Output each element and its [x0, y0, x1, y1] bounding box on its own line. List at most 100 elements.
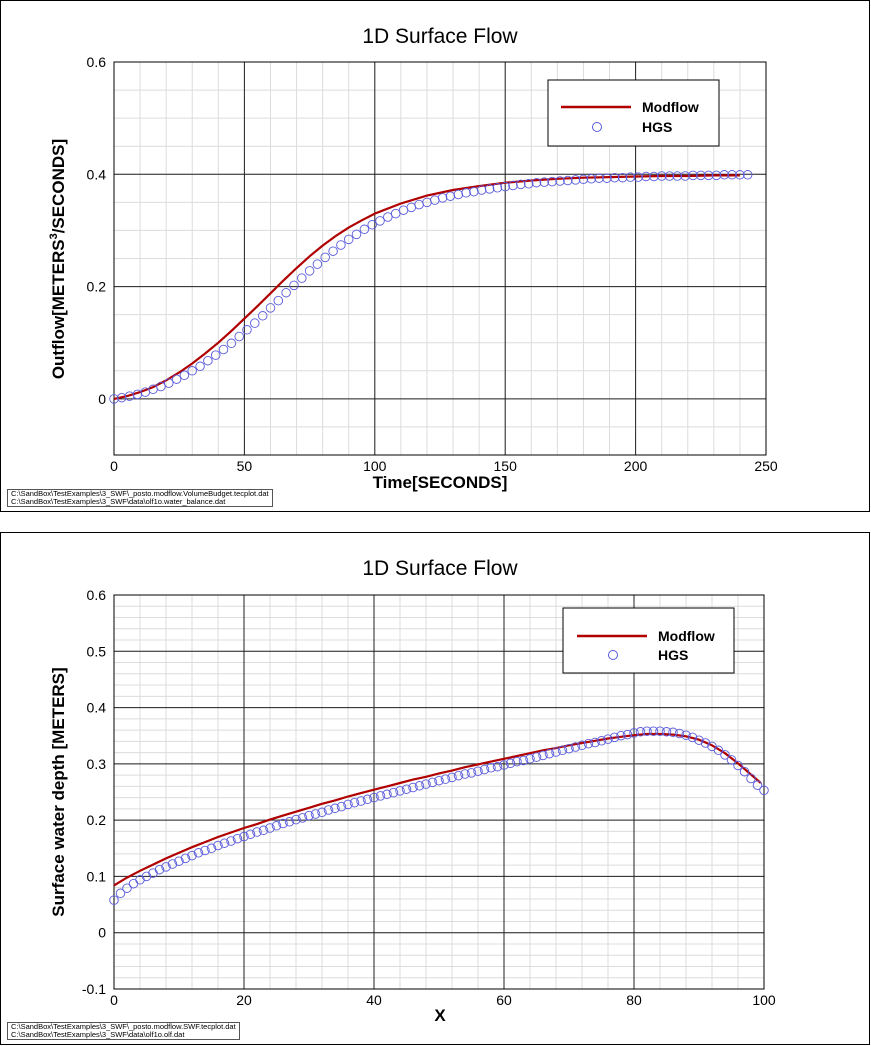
- y-tick-label: 0.4: [87, 166, 107, 182]
- data-point-hgs: [375, 216, 385, 226]
- data-point-hgs: [203, 355, 213, 366]
- plot-frame: [113, 61, 767, 456]
- data-point-hgs: [655, 726, 665, 736]
- x-axis-title: X: [434, 1006, 446, 1025]
- legend-label-modflow: Modflow: [642, 99, 699, 115]
- x-tick-label: 150: [494, 458, 518, 474]
- data-point-hgs: [343, 799, 353, 810]
- data-point-hgs: [210, 350, 221, 360]
- source-file: C:\SandBox\TestExamples\3_SWF\data\olf1o…: [11, 497, 226, 506]
- data-point-hgs: [602, 173, 612, 183]
- data-point-hgs: [473, 766, 483, 776]
- data-point-hgs: [696, 170, 706, 181]
- x-tick-label: 100: [363, 458, 387, 474]
- data-point-hgs: [161, 862, 171, 872]
- source-files-box: C:\SandBox\TestExamples\3_SWF\_posto.mod…: [7, 489, 273, 507]
- x-tick-label: 80: [626, 992, 642, 1008]
- data-point-hgs: [609, 732, 620, 743]
- chart-panel-depth: 0 20 40 60 80 100 -0.1 0 0.1 0.2 0.3 0.4 0.5 0.6 1D …: [0, 532, 870, 1045]
- data-point-hgs: [603, 734, 613, 744]
- data-point-hgs: [351, 229, 362, 240]
- data-point-hgs: [570, 175, 581, 185]
- series-line-modflow: [113, 732, 762, 887]
- y-tick-labels: 0 0.2 0.4 0.6: [87, 54, 107, 407]
- data-point-hgs: [492, 183, 503, 193]
- data-point-hgs: [733, 760, 743, 771]
- data-point-hgs: [466, 768, 477, 778]
- data-point-hgs: [557, 745, 568, 756]
- x-tick-label: 250: [754, 458, 778, 474]
- data-point-hgs: [726, 755, 737, 765]
- y-axis-title: Outflow[METERS3/SECONDS]: [48, 139, 68, 379]
- data-point-hgs: [427, 777, 438, 788]
- data-point-hgs: [234, 331, 244, 342]
- data-point-hgs: [281, 287, 291, 298]
- data-point-hgs: [752, 780, 763, 790]
- data-point-hgs: [476, 185, 487, 195]
- data-point-hgs: [680, 171, 690, 181]
- legend-box: [562, 607, 735, 674]
- outflow-chart: 0 50 100 150 200 250 0 0.2 0.4 0.6 1D Surface Fl…: [48, 25, 778, 492]
- data-point-hgs: [291, 814, 301, 825]
- data-point-hgs: [531, 177, 542, 188]
- x-tick-labels: 0 20 40 60 80 100: [110, 992, 776, 1008]
- data-point-hgs: [719, 170, 730, 180]
- data-point-hgs: [218, 344, 229, 355]
- y-tick-label: 0.2: [87, 812, 107, 828]
- data-point-hgs: [703, 170, 714, 181]
- data-point-hgs: [356, 796, 366, 806]
- data-point-hgs: [154, 864, 165, 875]
- data-point-hgs: [622, 729, 633, 740]
- data-point-hgs: [668, 727, 678, 738]
- data-point-hgs: [547, 176, 557, 187]
- data-point-hgs: [187, 850, 197, 861]
- source-file: C:\SandBox\TestExamples\3_SWF\_posto.mod…: [11, 1022, 236, 1031]
- x-tick-label: 40: [366, 992, 382, 1008]
- data-point-hgs: [297, 273, 307, 283]
- data-point-hgs: [323, 805, 334, 815]
- data-point-hgs: [486, 763, 496, 773]
- data-point-hgs: [265, 823, 275, 833]
- source-file: C:\SandBox\TestExamples\3_SWF\_posto.mod…: [11, 489, 269, 498]
- data-point-hgs: [629, 728, 639, 738]
- data-point-hgs: [320, 252, 330, 263]
- data-point-hgs: [746, 773, 756, 784]
- data-point-hgs: [388, 787, 399, 798]
- data-point-hgs: [469, 186, 479, 197]
- data-point-hgs: [649, 171, 659, 182]
- data-point-hgs: [124, 391, 135, 401]
- data-point-hgs: [713, 745, 724, 756]
- data-point-hgs: [500, 181, 510, 192]
- data-point-hgs: [735, 170, 745, 180]
- data-point-hgs: [635, 727, 646, 737]
- data-point-hgs: [289, 280, 299, 291]
- x-tick-label: 20: [236, 992, 252, 1008]
- y-tick-label: 0.3: [87, 756, 107, 772]
- data-point-hgs: [484, 184, 495, 194]
- data-point-hgs: [577, 740, 587, 751]
- data-point-hgs: [461, 188, 471, 198]
- data-point-hgs: [310, 809, 321, 819]
- legend-label-hgs: HGS: [658, 647, 688, 663]
- data-point-hgs: [109, 394, 119, 404]
- data-point-hgs: [460, 769, 470, 779]
- data-point-hgs: [257, 311, 268, 321]
- data-point-hgs: [642, 726, 652, 736]
- data-point-hgs: [406, 202, 417, 213]
- data-point-hgs: [720, 750, 730, 760]
- y-tick-label: 0.4: [87, 700, 107, 716]
- data-point-hgs: [401, 784, 412, 794]
- data-point-hgs: [383, 212, 393, 222]
- data-point-hgs: [258, 825, 269, 836]
- data-point-hgs: [641, 171, 651, 182]
- data-point-hgs: [742, 170, 753, 180]
- data-point-hgs: [349, 797, 360, 808]
- data-point-hgs: [304, 266, 315, 276]
- x-tick-label: 0: [110, 992, 118, 1008]
- data-point-hgs: [538, 750, 548, 761]
- data-point-hgs: [304, 810, 314, 821]
- data-point-hgs: [245, 829, 256, 839]
- data-point-hgs: [312, 259, 323, 269]
- data-point-hgs: [232, 833, 243, 844]
- data-point-hgs: [594, 173, 604, 183]
